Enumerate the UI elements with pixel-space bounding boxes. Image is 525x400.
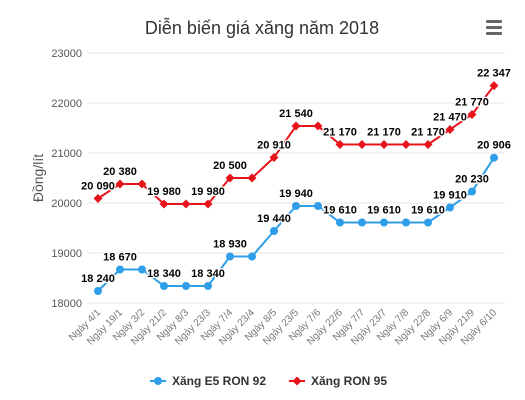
data-point[interactable] [160, 282, 168, 290]
data-label: 18 930 [213, 239, 247, 251]
data-label: 19 440 [257, 213, 291, 225]
data-point[interactable] [489, 81, 499, 91]
legend-label: Xăng E5 RON 92 [172, 374, 266, 388]
data-point[interactable] [357, 140, 367, 149]
data-point[interactable] [248, 252, 256, 261]
legend-marker [154, 377, 162, 385]
data-point[interactable] [93, 194, 103, 203]
data-point[interactable] [424, 218, 432, 227]
data-point[interactable] [379, 140, 389, 149]
data-label: 21 170 [367, 127, 401, 139]
chart-title: Diễn biến giá xăng năm 2018 [145, 17, 379, 38]
data-point[interactable] [181, 199, 191, 209]
data-point[interactable] [446, 203, 454, 212]
data-label: 20 380 [103, 166, 137, 178]
data-point[interactable] [204, 282, 212, 290]
data-point[interactable] [292, 202, 300, 210]
data-label: 18 340 [191, 268, 225, 280]
data-point[interactable] [226, 252, 234, 261]
data-label: 21 470 [433, 112, 467, 124]
data-point[interactable] [445, 125, 455, 134]
data-label: 22 347 [477, 68, 511, 80]
data-label: 21 170 [411, 127, 445, 139]
y-tick-label: 20000 [51, 198, 82, 210]
data-label: 19 910 [433, 190, 467, 202]
data-point[interactable] [467, 110, 477, 119]
legend-marker [292, 376, 302, 386]
data-label: 21 770 [455, 97, 489, 109]
data-label: 21 170 [323, 127, 357, 139]
hamburger-menu-icon[interactable] [486, 20, 504, 36]
data-label: 18 670 [103, 252, 137, 264]
data-point[interactable] [247, 173, 257, 183]
legend-item-1[interactable]: Xăng RON 95 [289, 374, 387, 388]
data-point[interactable] [401, 140, 411, 149]
data-point[interactable] [203, 199, 213, 209]
data-point[interactable] [402, 218, 410, 227]
data-point[interactable] [314, 202, 322, 210]
data-point[interactable] [335, 140, 345, 149]
data-label: 18 340 [147, 268, 181, 280]
data-label: 21 540 [279, 108, 313, 120]
data-label: 18 240 [81, 273, 115, 285]
data-point[interactable] [336, 218, 344, 227]
data-label: 20 090 [81, 181, 115, 193]
y-tick-label: 18000 [51, 298, 82, 310]
y-tick-label: 21000 [51, 148, 82, 160]
data-point[interactable] [270, 227, 278, 235]
data-point[interactable] [468, 187, 476, 196]
data-point[interactable] [94, 287, 102, 295]
data-point[interactable] [182, 282, 190, 290]
legend-label: Xăng RON 95 [311, 374, 387, 388]
y-tick-label: 22000 [51, 98, 82, 110]
data-label: 19 610 [323, 205, 357, 217]
data-label: 19 610 [367, 205, 401, 217]
data-point[interactable] [138, 265, 146, 274]
data-label: 19 610 [411, 205, 445, 217]
data-point[interactable] [225, 173, 235, 183]
data-label: 19 940 [279, 188, 313, 200]
legend-item-0[interactable]: Xăng E5 RON 92 [150, 374, 266, 388]
data-point[interactable] [115, 179, 125, 189]
data-label: 19 980 [147, 186, 181, 198]
data-label: 20 910 [257, 140, 291, 152]
data-point[interactable] [490, 153, 498, 162]
data-label: 20 906 [477, 140, 511, 152]
data-point[interactable] [137, 179, 147, 189]
data-point[interactable] [423, 140, 433, 149]
data-point[interactable] [291, 121, 301, 131]
data-point[interactable] [380, 218, 388, 227]
y-axis-label: Đồng/lít [30, 154, 46, 202]
data-point[interactable] [358, 218, 366, 227]
data-point[interactable] [313, 121, 323, 131]
data-label: 20 230 [455, 174, 489, 186]
data-label: 20 500 [213, 160, 247, 172]
data-point[interactable] [159, 199, 169, 209]
data-point[interactable] [116, 265, 124, 274]
y-tick-label: 19000 [51, 248, 82, 260]
data-point[interactable] [269, 153, 279, 162]
y-tick-label: 23000 [51, 48, 82, 60]
data-label: 19 980 [191, 186, 225, 198]
